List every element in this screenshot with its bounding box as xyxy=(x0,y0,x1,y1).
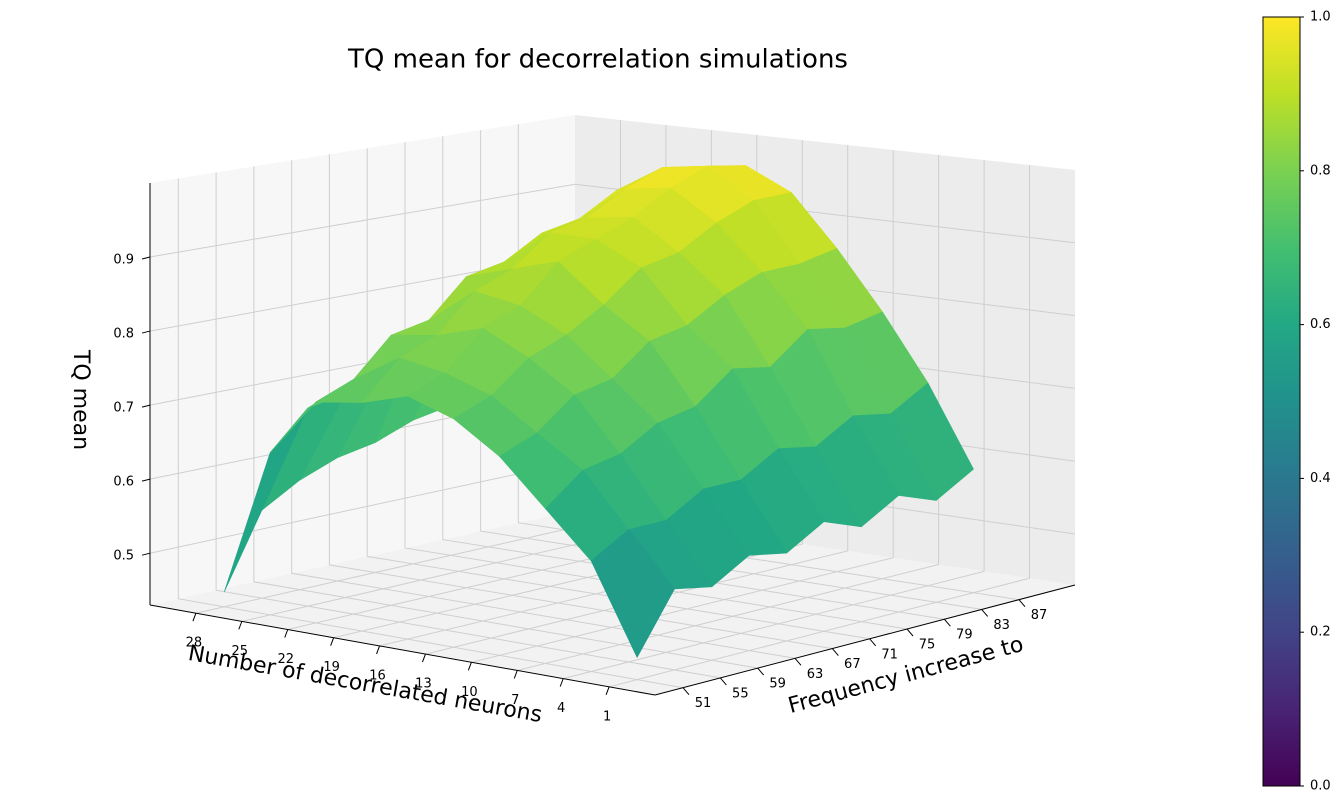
z-axis-label: TQ mean xyxy=(68,349,93,450)
x-tick xyxy=(421,653,426,663)
grid-line xyxy=(253,166,758,669)
y-tick-label: 71 xyxy=(881,647,898,662)
z-tick-label: 0.7 xyxy=(113,401,134,416)
y-tick xyxy=(906,628,914,637)
y-tick-label: 55 xyxy=(732,686,749,701)
z-tick xyxy=(141,478,151,482)
colorbar-tick-label: 1.0 xyxy=(1310,10,1331,25)
z-tick xyxy=(141,552,151,556)
z-tick xyxy=(141,404,151,408)
y-tick-label: 67 xyxy=(844,657,861,672)
y-tick-label: 79 xyxy=(956,628,973,643)
colorbar-gradient xyxy=(1262,16,1301,787)
y-tick-label: 59 xyxy=(769,677,786,692)
z-tick-label: 0.6 xyxy=(113,475,134,490)
colorbar-tick-label: 0.2 xyxy=(1310,625,1331,640)
left-wall-pane xyxy=(150,115,575,605)
x-tick-label: 1 xyxy=(603,709,611,724)
colorbar: 0.0 0.2 0.4 0.6 0.8 1.0 xyxy=(1262,10,1331,794)
grid-line xyxy=(442,136,945,620)
y-tick xyxy=(831,648,839,656)
x-tick-label: 4 xyxy=(557,701,565,716)
x-tick xyxy=(376,645,381,655)
plot-3d: 1 4 7 10 13 16 19 22 25 28 51 55 59 63 67 71 75 79 83 87 0.5… xyxy=(113,115,1076,724)
grid-line xyxy=(480,130,982,610)
colorbar-tick-label: 0.0 xyxy=(1310,779,1331,794)
y-tick-label: 87 xyxy=(1031,608,1048,623)
grid-line xyxy=(404,142,908,630)
y-tick-label: 83 xyxy=(993,618,1010,633)
z-tick xyxy=(141,330,151,334)
x-axis-line xyxy=(149,604,656,696)
y-tick xyxy=(1018,599,1026,607)
x-tick xyxy=(513,670,518,679)
x-tick-label: 10 xyxy=(461,685,478,700)
z-tick-label: 0.8 xyxy=(113,327,134,342)
x-tick-label: 13 xyxy=(415,677,432,692)
y-axis-line xyxy=(654,584,1076,696)
y-tick xyxy=(981,609,989,617)
x-tick xyxy=(238,621,243,630)
x-tick-label: 22 xyxy=(277,652,294,667)
grid-line xyxy=(149,183,1076,258)
grid-line xyxy=(215,172,721,679)
z-tick xyxy=(141,256,151,260)
x-tick-label: 19 xyxy=(323,660,340,675)
x-tick-label: 25 xyxy=(232,644,249,659)
grid-line xyxy=(328,154,833,650)
z-tick-label: 0.9 xyxy=(113,253,134,268)
y-tick xyxy=(757,667,765,676)
y-tick xyxy=(719,677,727,686)
x-tick xyxy=(192,613,197,622)
x-tick xyxy=(559,678,564,687)
x-tick xyxy=(284,629,289,638)
y-tick xyxy=(943,618,951,627)
y-tick xyxy=(682,687,690,695)
colorbar-tick-label: 0.4 xyxy=(1310,471,1331,486)
z-tick-label: 0.5 xyxy=(113,549,134,564)
surface-patch xyxy=(590,529,675,658)
y-tick xyxy=(869,638,877,647)
x-tick xyxy=(330,637,335,646)
x-tick xyxy=(605,686,610,695)
x-tick-label: 16 xyxy=(369,668,386,683)
x-tick xyxy=(467,662,472,671)
x-tick-label: 7 xyxy=(511,693,519,708)
grid-line xyxy=(366,148,870,640)
chart-title: TQ mean for decorrelation simulations xyxy=(347,45,848,75)
colorbar-tick-label: 0.8 xyxy=(1310,163,1331,178)
x-tick-label: 28 xyxy=(186,636,203,651)
colorbar-tick-label: 0.6 xyxy=(1310,317,1331,332)
y-tick xyxy=(794,658,802,666)
y-tick-label: 75 xyxy=(919,638,936,653)
y-tick-label: 63 xyxy=(807,667,824,682)
grid-line xyxy=(177,178,684,689)
y-tick-label: 51 xyxy=(695,696,712,711)
